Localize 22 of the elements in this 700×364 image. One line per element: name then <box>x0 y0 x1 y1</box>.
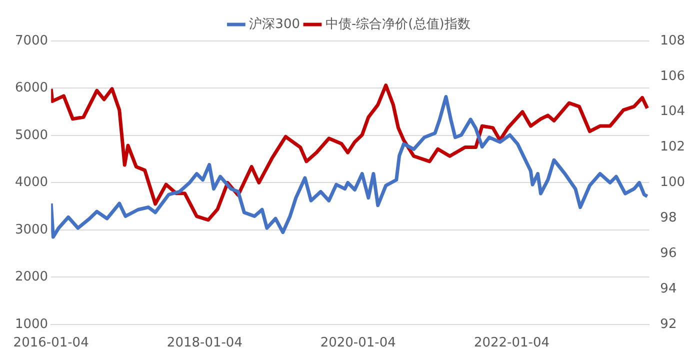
x-tick-label: 2016-01-04 <box>13 336 89 351</box>
y-tick-label: 7000 <box>14 33 48 48</box>
x-tick-label: 2020-01-04 <box>320 336 396 351</box>
legend-label: 沪深300 <box>249 16 300 32</box>
x-tick-label: 2022-01-04 <box>474 336 550 351</box>
y2-tick-label: 104 <box>660 104 686 120</box>
y2-tick-label: 102 <box>660 140 686 155</box>
y-tick-label: 3000 <box>14 222 48 238</box>
y-tick-label: 4000 <box>14 175 48 190</box>
y2-tick-label: 94 <box>660 281 677 296</box>
y2-tick-label: 100 <box>660 175 686 190</box>
y2-tick-label: 98 <box>660 210 677 226</box>
y2-tick-label: 106 <box>660 68 686 84</box>
y-tick-label: 6000 <box>14 80 48 96</box>
y-tick-label: 1000 <box>14 316 48 332</box>
y2-tick-label: 96 <box>660 246 677 261</box>
y-tick-label: 5000 <box>14 128 48 143</box>
y2-tick-label: 108 <box>660 33 686 48</box>
y-tick-label: 2000 <box>14 270 48 285</box>
y2-tick-label: 92 <box>660 316 677 332</box>
legend-label: 中债-综合净价(总值)指数 <box>325 16 470 32</box>
x-tick-label: 2018-01-04 <box>166 336 242 351</box>
